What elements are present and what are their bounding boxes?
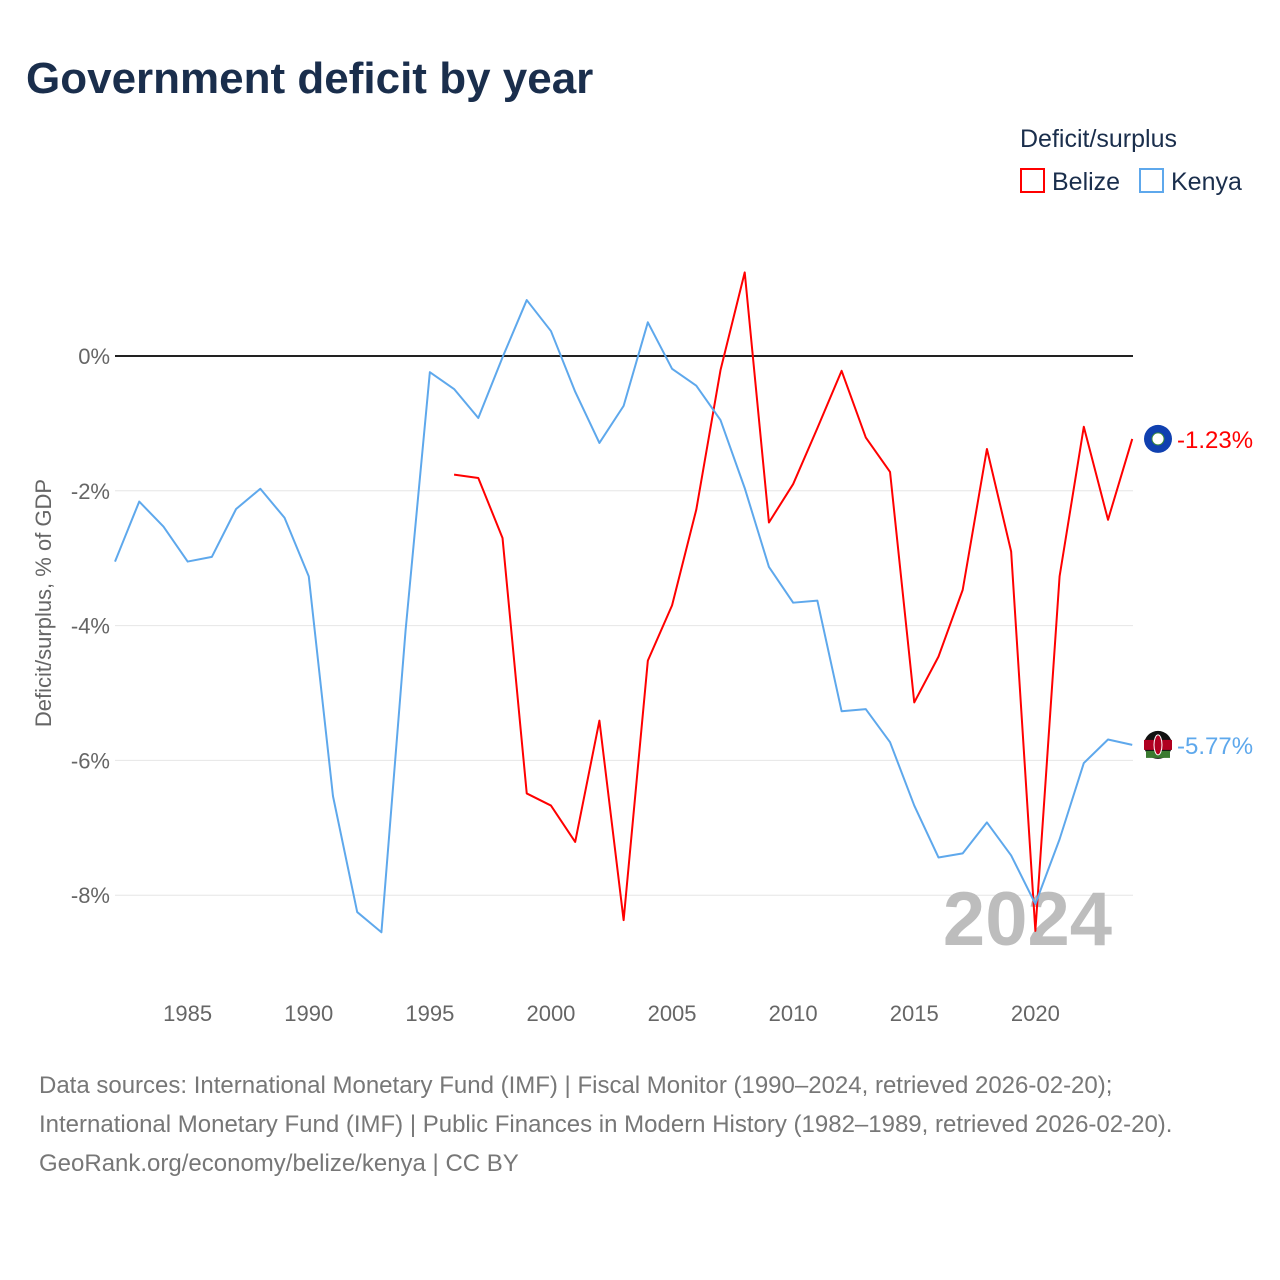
x-tick-label: 1995 bbox=[405, 1001, 454, 1026]
x-tick-label: 2005 bbox=[648, 1001, 697, 1026]
x-tick-label: 1985 bbox=[163, 1001, 212, 1026]
series-lines bbox=[114, 271, 1134, 934]
y-tick-label: -6% bbox=[71, 748, 110, 773]
legend-label-belize: Belize bbox=[1052, 168, 1120, 196]
legend-swatch-belize bbox=[1020, 168, 1045, 193]
y-tick-label: 0% bbox=[78, 344, 110, 369]
series-line-kenya bbox=[114, 299, 1133, 934]
end-value-label-kenya: -5.77% bbox=[1177, 733, 1253, 760]
y-tick-label: -2% bbox=[71, 479, 110, 504]
legend-swatch-kenya bbox=[1139, 168, 1164, 193]
gridlines bbox=[115, 355, 1133, 896]
x-tick-label: 2000 bbox=[526, 1001, 575, 1026]
footer: Data sources: International Monetary Fun… bbox=[39, 1066, 1239, 1183]
y-axis-label: Deficit/surplus, % of GDP bbox=[31, 479, 56, 727]
legend-title: Deficit/surplus bbox=[1020, 125, 1177, 153]
x-tick-label: 1990 bbox=[284, 1001, 333, 1026]
x-tick-label: 2015 bbox=[890, 1001, 939, 1026]
x-axis-ticks: 1985 1990 1995 2000 2005 2010 2015 2020 bbox=[163, 1001, 1060, 1026]
series-line-belize bbox=[453, 271, 1134, 932]
legend-label-kenya: Kenya bbox=[1171, 168, 1242, 196]
legend: Belize Kenya bbox=[1020, 168, 1242, 196]
kenya-flag-shield bbox=[1153, 734, 1163, 756]
end-value-label-belize: -1.23% bbox=[1177, 427, 1253, 454]
credit-link[interactable]: GeoRank.org/economy/belize/kenya | CC BY bbox=[39, 1150, 519, 1177]
y-tick-label: -4% bbox=[71, 614, 110, 639]
end-labels: -1.23% -5.77% bbox=[1144, 424, 1253, 760]
year-watermark: 2024 bbox=[943, 877, 1112, 962]
x-tick-label: 2020 bbox=[1011, 1001, 1060, 1026]
y-tick-label: -8% bbox=[71, 883, 110, 908]
chart-title: Government deficit by year bbox=[26, 54, 593, 103]
data-sources: Data sources: International Monetary Fun… bbox=[39, 1072, 1173, 1138]
y-axis-ticks: 0% -2% -4% -6% -8% bbox=[71, 344, 110, 908]
belize-flag-emblem bbox=[1151, 432, 1165, 446]
x-tick-label: 2010 bbox=[769, 1001, 818, 1026]
